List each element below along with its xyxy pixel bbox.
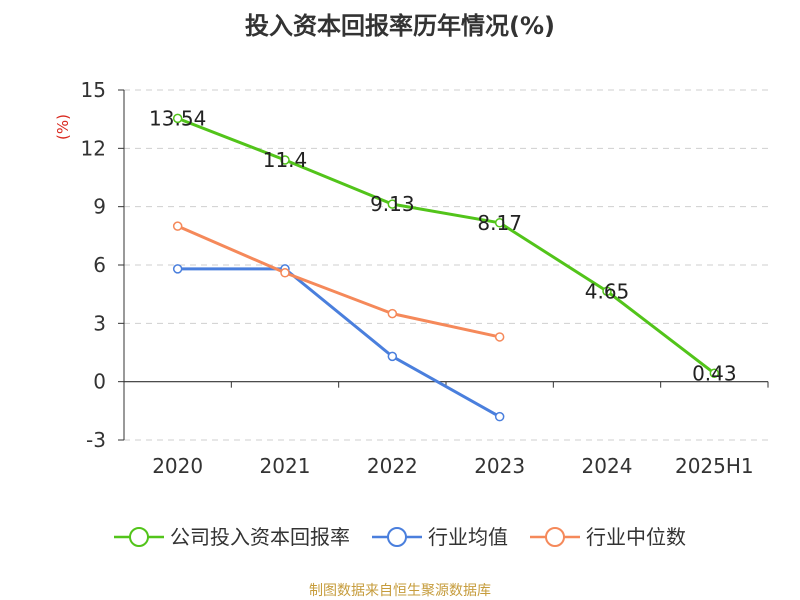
- data-label: 13.54: [149, 106, 206, 130]
- x-tick-label: 2020: [152, 454, 203, 478]
- y-tick-label: 9: [93, 195, 106, 219]
- y-tick-label: 0: [93, 370, 106, 394]
- y-tick-label: -3: [86, 428, 106, 452]
- y-axis-label: (%): [54, 114, 72, 140]
- legend-marker: [129, 527, 149, 547]
- legend-marker: [387, 527, 407, 547]
- y-tick-label: 15: [81, 78, 106, 102]
- x-tick-label: 2023: [474, 454, 525, 478]
- axis-layer: 15 12 9 6 3 0 -3 2020 2021 2022 2023 2024 2025H1 (%): [54, 78, 769, 478]
- x-tick-label: 2021: [260, 454, 311, 478]
- series-3-point: [387, 308, 398, 319]
- source-note: 制图数据来自恒生聚源数据库: [309, 583, 491, 599]
- y-tick-label: 12: [81, 136, 106, 160]
- y-tick-label: 3: [93, 311, 106, 335]
- y-tick-label: 6: [93, 253, 106, 277]
- data-label: 4.65: [585, 279, 630, 303]
- chart-title: 投入资本回报率历年情况(%): [245, 12, 555, 40]
- legend-item-3: 行业中位数: [530, 525, 686, 549]
- data-label: 11.4: [263, 148, 308, 172]
- data-label: 9.13: [370, 192, 415, 216]
- series-3-point: [172, 221, 183, 231]
- legend: 公司投入资本回报率 行业均值 行业中位数: [114, 525, 686, 549]
- series-line-2: [177, 267, 501, 418]
- legend-label: 公司投入资本回报率: [170, 525, 350, 549]
- series-1-point: [494, 218, 505, 228]
- series-1-point: [172, 113, 183, 124]
- series-1-point: [602, 286, 612, 296]
- series-line-3: [177, 224, 500, 339]
- legend-label: 行业中位数: [586, 525, 686, 549]
- series-layer: [172, 113, 720, 422]
- x-tick-label: 2022: [367, 454, 418, 478]
- legend-item-2: 行业均值: [372, 525, 508, 549]
- series-1-point: [387, 199, 398, 209]
- series-3-point: [280, 268, 290, 278]
- data-label-layer: 13.54 11.4 9.13 8.17 4.65 0.43: [149, 106, 737, 385]
- legend-item-1: 公司投入资本回报率: [114, 525, 350, 549]
- data-label: 0.43: [692, 361, 737, 385]
- series-3-point: [494, 332, 505, 342]
- series-line-1: [177, 116, 716, 375]
- series-2-point: [172, 264, 183, 274]
- series-2-point: [494, 411, 505, 422]
- grid-layer: [124, 89, 768, 441]
- series-1-point: [280, 155, 290, 165]
- legend-label: 行业均值: [428, 525, 508, 549]
- series-2-point: [387, 351, 398, 362]
- data-label: 8.17: [477, 211, 522, 235]
- series-1-point: [709, 368, 720, 379]
- legend-marker: [545, 527, 565, 547]
- x-tick-label: 2024: [582, 454, 633, 478]
- x-tick-label: 2025H1: [675, 454, 754, 478]
